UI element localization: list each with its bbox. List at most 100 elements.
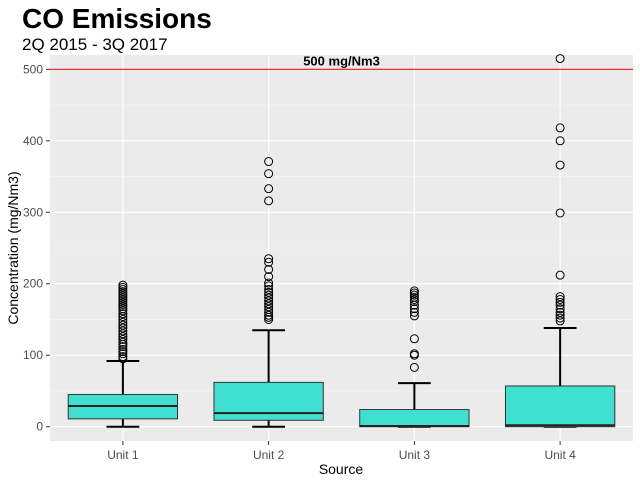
outlier-point (264, 293, 274, 303)
outlier-point (555, 54, 565, 64)
outlier-point (118, 287, 128, 297)
outlier-point (264, 284, 274, 294)
x-tick-label: Unit 1 (107, 448, 139, 462)
y-tick-label: 400 (23, 134, 43, 148)
outlier-point (555, 270, 565, 280)
outlier-point (118, 354, 128, 364)
outlier-point (264, 307, 274, 317)
outlier-point (555, 304, 565, 314)
outlier-point (264, 278, 274, 288)
outlier-point (264, 290, 274, 300)
outlier-point (264, 264, 274, 274)
outlier-point (118, 297, 128, 307)
outlier-point (118, 282, 128, 292)
outlier-point (118, 326, 128, 336)
outlier-point (409, 290, 419, 300)
box-unit-1 (67, 280, 179, 428)
outlier-point (118, 291, 128, 301)
iqr-box (359, 409, 470, 428)
outlier-point (264, 287, 274, 297)
chart-title: CO Emissions (22, 3, 212, 34)
outlier-point (264, 254, 274, 264)
outlier-point (118, 347, 128, 357)
outlier-point (118, 284, 128, 294)
outlier-point (118, 320, 128, 330)
outlier-point (555, 123, 565, 133)
outlier-point (409, 286, 419, 296)
x-axis-label: Source (319, 461, 364, 477)
y-tick-label: 200 (23, 277, 43, 291)
outlier-point (409, 307, 419, 317)
outlier-point (555, 300, 565, 310)
outlier-point (409, 297, 419, 307)
outlier-point (409, 288, 419, 298)
outlier-point (264, 157, 274, 167)
outlier-point (264, 272, 274, 282)
outlier-point (409, 362, 419, 372)
outlier-point (118, 349, 128, 359)
outlier-point (555, 297, 565, 307)
outlier-point (118, 309, 128, 319)
outlier-point (118, 345, 128, 355)
boxes (67, 54, 616, 428)
outlier-point (118, 293, 128, 303)
outlier-point (118, 314, 128, 324)
y-axis-label: Concentration (mg/Nm3) (5, 171, 21, 324)
y-tick-label: 300 (23, 205, 43, 219)
outlier-point (264, 257, 274, 267)
y-tick-label: 100 (23, 348, 43, 362)
outlier-point (118, 306, 128, 316)
outlier-point (555, 160, 565, 170)
x-tick-label: Unit 4 (544, 448, 576, 462)
iqr-box (213, 381, 324, 421)
outlier-point (264, 314, 274, 324)
outlier-point (118, 295, 128, 305)
chart-subtitle: 2Q 2015 - 3Q 2017 (22, 35, 168, 54)
outlier-point (555, 136, 565, 146)
outlier-point (118, 280, 128, 290)
x-tick-label: Unit 3 (399, 448, 431, 462)
outlier-point (555, 307, 565, 317)
outlier-point (118, 299, 128, 309)
outlier-point (409, 311, 419, 321)
outlier-point (264, 281, 274, 291)
outlier-point (264, 304, 274, 314)
outlier-point (555, 208, 565, 218)
outlier-point (409, 349, 419, 359)
outlier-point (118, 302, 128, 312)
outlier-point (409, 292, 419, 302)
outlier-point (555, 316, 565, 326)
outlier-point (118, 323, 128, 333)
reference-line-group: 500 mg/Nm3 (50, 53, 633, 70)
outlier-point (555, 294, 565, 304)
outlier-point (264, 302, 274, 312)
outlier-point (118, 332, 128, 342)
outlier-point (264, 296, 274, 306)
outlier-point (555, 310, 565, 320)
y-axis-ticks: 0 100 200 300 400 500 (23, 62, 50, 434)
outlier-point (555, 313, 565, 323)
outlier-point (264, 196, 274, 206)
reference-line-label: 500 mg/Nm3 (303, 53, 380, 68)
x-tick-label: Unit 2 (253, 448, 285, 462)
outlier-point (555, 292, 565, 302)
y-tick-label: 500 (23, 62, 43, 76)
iqr-box (504, 385, 616, 428)
outlier-point (409, 304, 419, 314)
outlier-point (409, 294, 419, 304)
outlier-point (118, 334, 128, 344)
outlier-point (118, 337, 128, 347)
box-unit-3 (359, 286, 470, 428)
box-unit-4 (504, 54, 616, 428)
outlier-point (264, 299, 274, 309)
outlier-point (264, 169, 274, 179)
outlier-point (118, 304, 128, 314)
y-tick-label: 0 (36, 420, 43, 434)
outlier-point (118, 329, 128, 339)
outlier-point (118, 352, 128, 362)
outlier-point (118, 342, 128, 352)
outlier-point (118, 317, 128, 327)
outlier-point (409, 334, 419, 344)
outlier-point (264, 310, 274, 320)
